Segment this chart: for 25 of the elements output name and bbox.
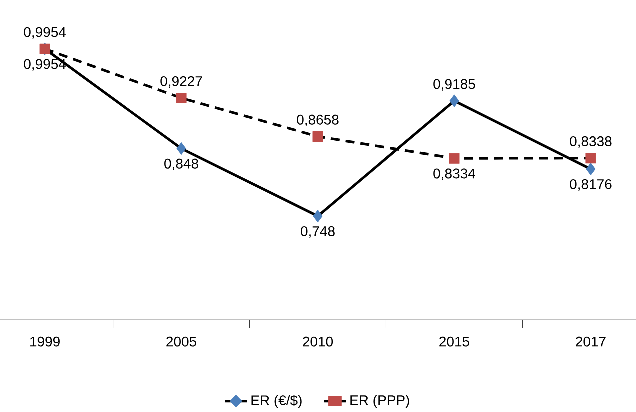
point — [176, 142, 186, 155]
point — [449, 153, 460, 164]
data-label: 0,9954 — [24, 59, 66, 71]
x-tick-label: 2017 — [576, 336, 606, 347]
point — [313, 210, 323, 223]
point — [586, 163, 596, 176]
data-label: 0,748 — [301, 226, 335, 238]
legend-label: ER (PPP) — [350, 395, 410, 408]
data-label: 0,9185 — [434, 79, 476, 91]
point — [312, 131, 324, 142]
point — [586, 153, 596, 164]
x-tick-label: 2015 — [440, 336, 470, 347]
point — [176, 92, 187, 104]
data-label: 0,9954 — [24, 27, 66, 39]
legend-label: ER (€/$) — [252, 395, 302, 408]
data-label: 0,9227 — [160, 76, 202, 88]
x-tick-label: 2010 — [303, 336, 334, 347]
data-label: 0,848 — [164, 158, 198, 170]
data-label: 0,8176 — [570, 179, 612, 192]
data-label: 0,8334 — [434, 168, 476, 180]
point — [450, 94, 460, 108]
x-tick-label: 1999 — [30, 336, 60, 347]
x-tick-label: 2005 — [166, 336, 196, 347]
data-label: 0,8338 — [570, 136, 612, 148]
data-label: 0,8658 — [297, 114, 339, 126]
